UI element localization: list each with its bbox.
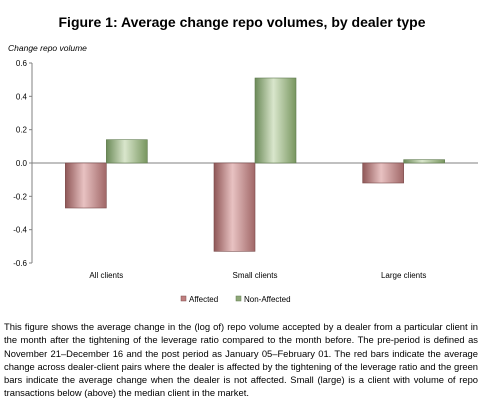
- legend-swatch-affected: [180, 295, 187, 302]
- bar-non-affected-large-clients: [403, 159, 445, 164]
- legend-label: Affected: [189, 295, 218, 304]
- bar-non-affected-small-clients: [254, 77, 297, 164]
- y-tick-label: -0.4: [13, 226, 27, 235]
- bar-affected-large-clients: [362, 162, 404, 184]
- bar-chart: Change repo volume 0.6 0.4 0.2 0.0 -0.2 -0.4 -…: [8, 43, 478, 304]
- y-tick-label: -0.2: [13, 192, 27, 201]
- bar-affected-all-clients: [65, 162, 107, 209]
- y-tick-label: 0.2: [16, 126, 28, 135]
- figure-caption: This figure shows the average change in …: [4, 321, 478, 399]
- legend-swatch-non-affected: [235, 295, 242, 302]
- legend-label: Non-Affected: [244, 295, 291, 304]
- chart-title: Figure 1: Average change repo volumes, b…: [58, 14, 426, 30]
- x-tick-label: Small clients: [233, 271, 278, 280]
- y-tick-label: 0.0: [16, 159, 28, 168]
- bar-affected-small-clients: [213, 162, 256, 252]
- bar-non-affected-all-clients: [106, 139, 148, 164]
- y-axis-label: Change repo volume: [8, 43, 87, 53]
- y-tick-label: 0.6: [16, 59, 28, 68]
- y-tick-label: -0.6: [13, 259, 27, 268]
- y-tick-label: 0.4: [16, 92, 28, 101]
- x-tick-label: All clients: [89, 271, 123, 280]
- x-tick-label: Large clients: [381, 271, 426, 280]
